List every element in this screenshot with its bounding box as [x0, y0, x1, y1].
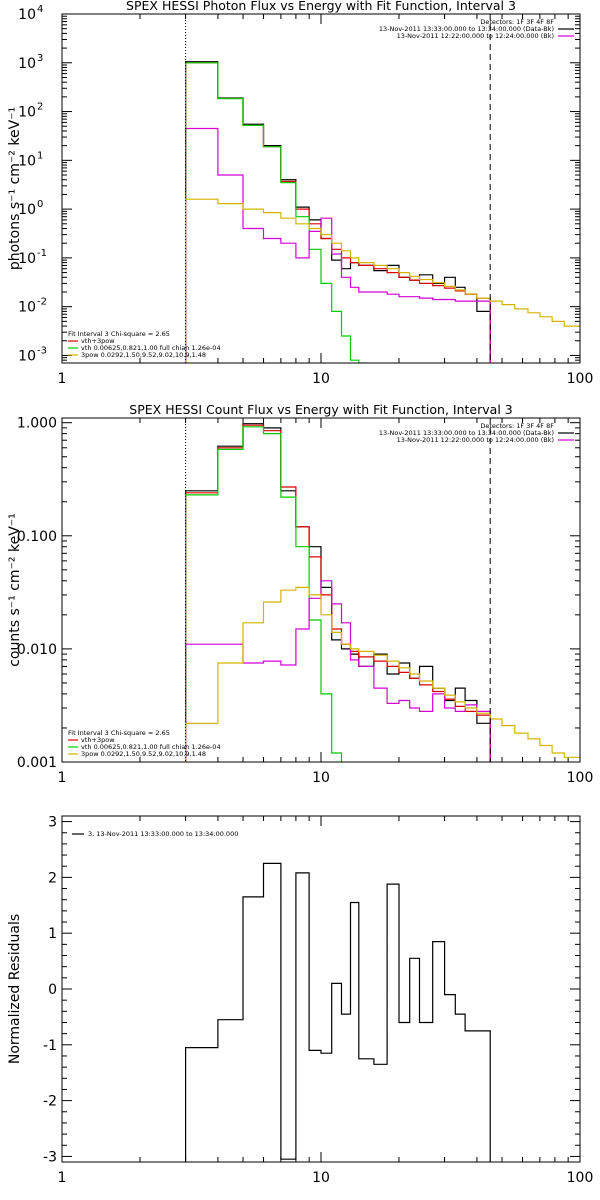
y-tick-label: 10	[18, 7, 36, 23]
y-tick-label: -1	[43, 1038, 57, 1054]
plot-frame	[61, 13, 581, 364]
photon-flux-panel: SPEX HESSI Photon Flux vs Energy with Fi…	[7, 0, 593, 387]
series-3-line	[185, 580, 491, 762]
y-tick-label: 3	[48, 815, 57, 831]
count-flux-panel: SPEX HESSI Count Flux vs Energy with Fit…	[7, 402, 593, 786]
x-tick-label: 1	[58, 1170, 67, 1186]
plot-frame	[61, 815, 581, 1163]
y-tick-label: 0.010	[17, 642, 57, 658]
y-tick-label: 1.000	[17, 416, 57, 432]
series-1-line	[185, 62, 491, 363]
x-tick-label: 100	[567, 770, 594, 786]
y-tick-exponent: 0	[37, 199, 43, 210]
legend-topright-text: 13-Nov-2011 12:22:00.000 to 12:24:00.000…	[397, 32, 554, 40]
y-tick-label: 10	[18, 251, 36, 267]
x-tick-label: 10	[312, 770, 330, 786]
legend-topright-text: Detectors: 1F 3F 4F 8F	[480, 422, 554, 430]
legend-topright-text: 13-Nov-2011 13:33:00.000 to 13:34:00.000…	[379, 429, 554, 437]
series-group	[185, 862, 491, 1162]
series-0-line	[185, 862, 491, 1162]
legend-bottomleft-text: 3pow 0.0292,1.50,9.52,9.02,10.9,1.48	[81, 750, 206, 758]
y-tick-exponent: 1	[37, 150, 43, 161]
series-group	[185, 61, 580, 363]
y-tick-exponent: 4	[37, 4, 43, 15]
chart-title: SPEX HESSI Photon Flux vs Energy with Fi…	[126, 0, 516, 13]
series-group	[185, 423, 580, 762]
chart-title: SPEX HESSI Count Flux vs Energy with Fit…	[129, 402, 512, 417]
x-tick-label: 1	[58, 371, 67, 387]
y-tick-exponent: -1	[37, 248, 47, 259]
y-tick-label: 10	[18, 105, 36, 121]
legend-bottomleft-text: vth 0.00625,0.821,1.00 full chian 1.26e-…	[81, 743, 221, 751]
y-tick-label: 2	[48, 870, 57, 886]
y-tick-label: 10	[18, 300, 36, 316]
y-axis-label: counts s⁻¹ cm⁻² keV⁻¹	[7, 513, 23, 667]
plot-frame	[61, 417, 581, 763]
y-tick-label: 1	[48, 926, 57, 942]
legend-bottomleft-text: vth 0.00625,0.821,1.00 full chian 1.26e-…	[81, 344, 221, 352]
y-tick-exponent: 3	[37, 53, 43, 64]
y-tick-label: 0.001	[17, 755, 57, 771]
series-4-line	[185, 586, 580, 762]
y-tick-label: -2	[43, 1094, 57, 1110]
y-tick-label: 10	[18, 202, 36, 218]
x-tick-label: 10	[312, 1170, 330, 1186]
y-tick-exponent: 2	[37, 102, 43, 113]
x-tick-label: 1	[58, 770, 67, 786]
series-1-line	[185, 424, 491, 762]
y-tick-label: 0.100	[17, 529, 57, 545]
series-2-line	[185, 62, 367, 363]
x-tick-label: 100	[567, 1170, 594, 1186]
y-tick-label: -3	[43, 1149, 57, 1165]
series-0-line	[185, 61, 491, 363]
legend-topleft-text: 3, 13-Nov-2011 13:33:00.000 to 13:34:00.…	[88, 830, 238, 838]
y-tick-exponent: -2	[37, 297, 47, 308]
series-2-line	[185, 426, 343, 762]
legend-topright-text: 13-Nov-2011 13:33:00.000 to 13:34:00.000…	[379, 25, 554, 33]
y-tick-label: 10	[18, 153, 36, 169]
legend-bottomleft-text: Fit Interval 3 Chi-square = 2.65	[68, 729, 170, 737]
y-tick-label: 10	[18, 348, 36, 364]
y-tick-exponent: -3	[37, 345, 47, 356]
legend-bottomleft-text: Fit Interval 3 Chi-square = 2.65	[68, 330, 170, 338]
x-tick-label: 100	[567, 371, 594, 387]
legend-bottomleft-text: 3pow 0.0292,1.50,9.52,9.02,10.9,1.48	[81, 351, 206, 359]
y-tick-label: 0	[48, 982, 57, 998]
series-4-line	[185, 198, 580, 363]
legend-topright-text: 13-Nov-2011 12:22:00.000 to 12:24:00.000…	[397, 436, 554, 444]
y-axis-label: Normalized Residuals	[7, 914, 23, 1064]
x-tick-label: 10	[312, 371, 330, 387]
legend-topright-text: Detectors: 1F 3F 4F 8F	[480, 18, 554, 26]
series-3-line	[185, 127, 491, 363]
y-tick-label: 10	[18, 56, 36, 72]
y-axis-label: photons s⁻¹ cm⁻² keV⁻¹	[7, 107, 23, 270]
residuals-panel: Normalized Residuals 1 10 100 -3 -2 -1 0 1 2 3 3, 1…	[7, 815, 593, 1186]
series-0-line	[185, 423, 491, 762]
legend-bottomleft-text: vth+3pow	[81, 736, 115, 744]
legend-bottomleft-text: vth+3pow	[81, 337, 115, 345]
